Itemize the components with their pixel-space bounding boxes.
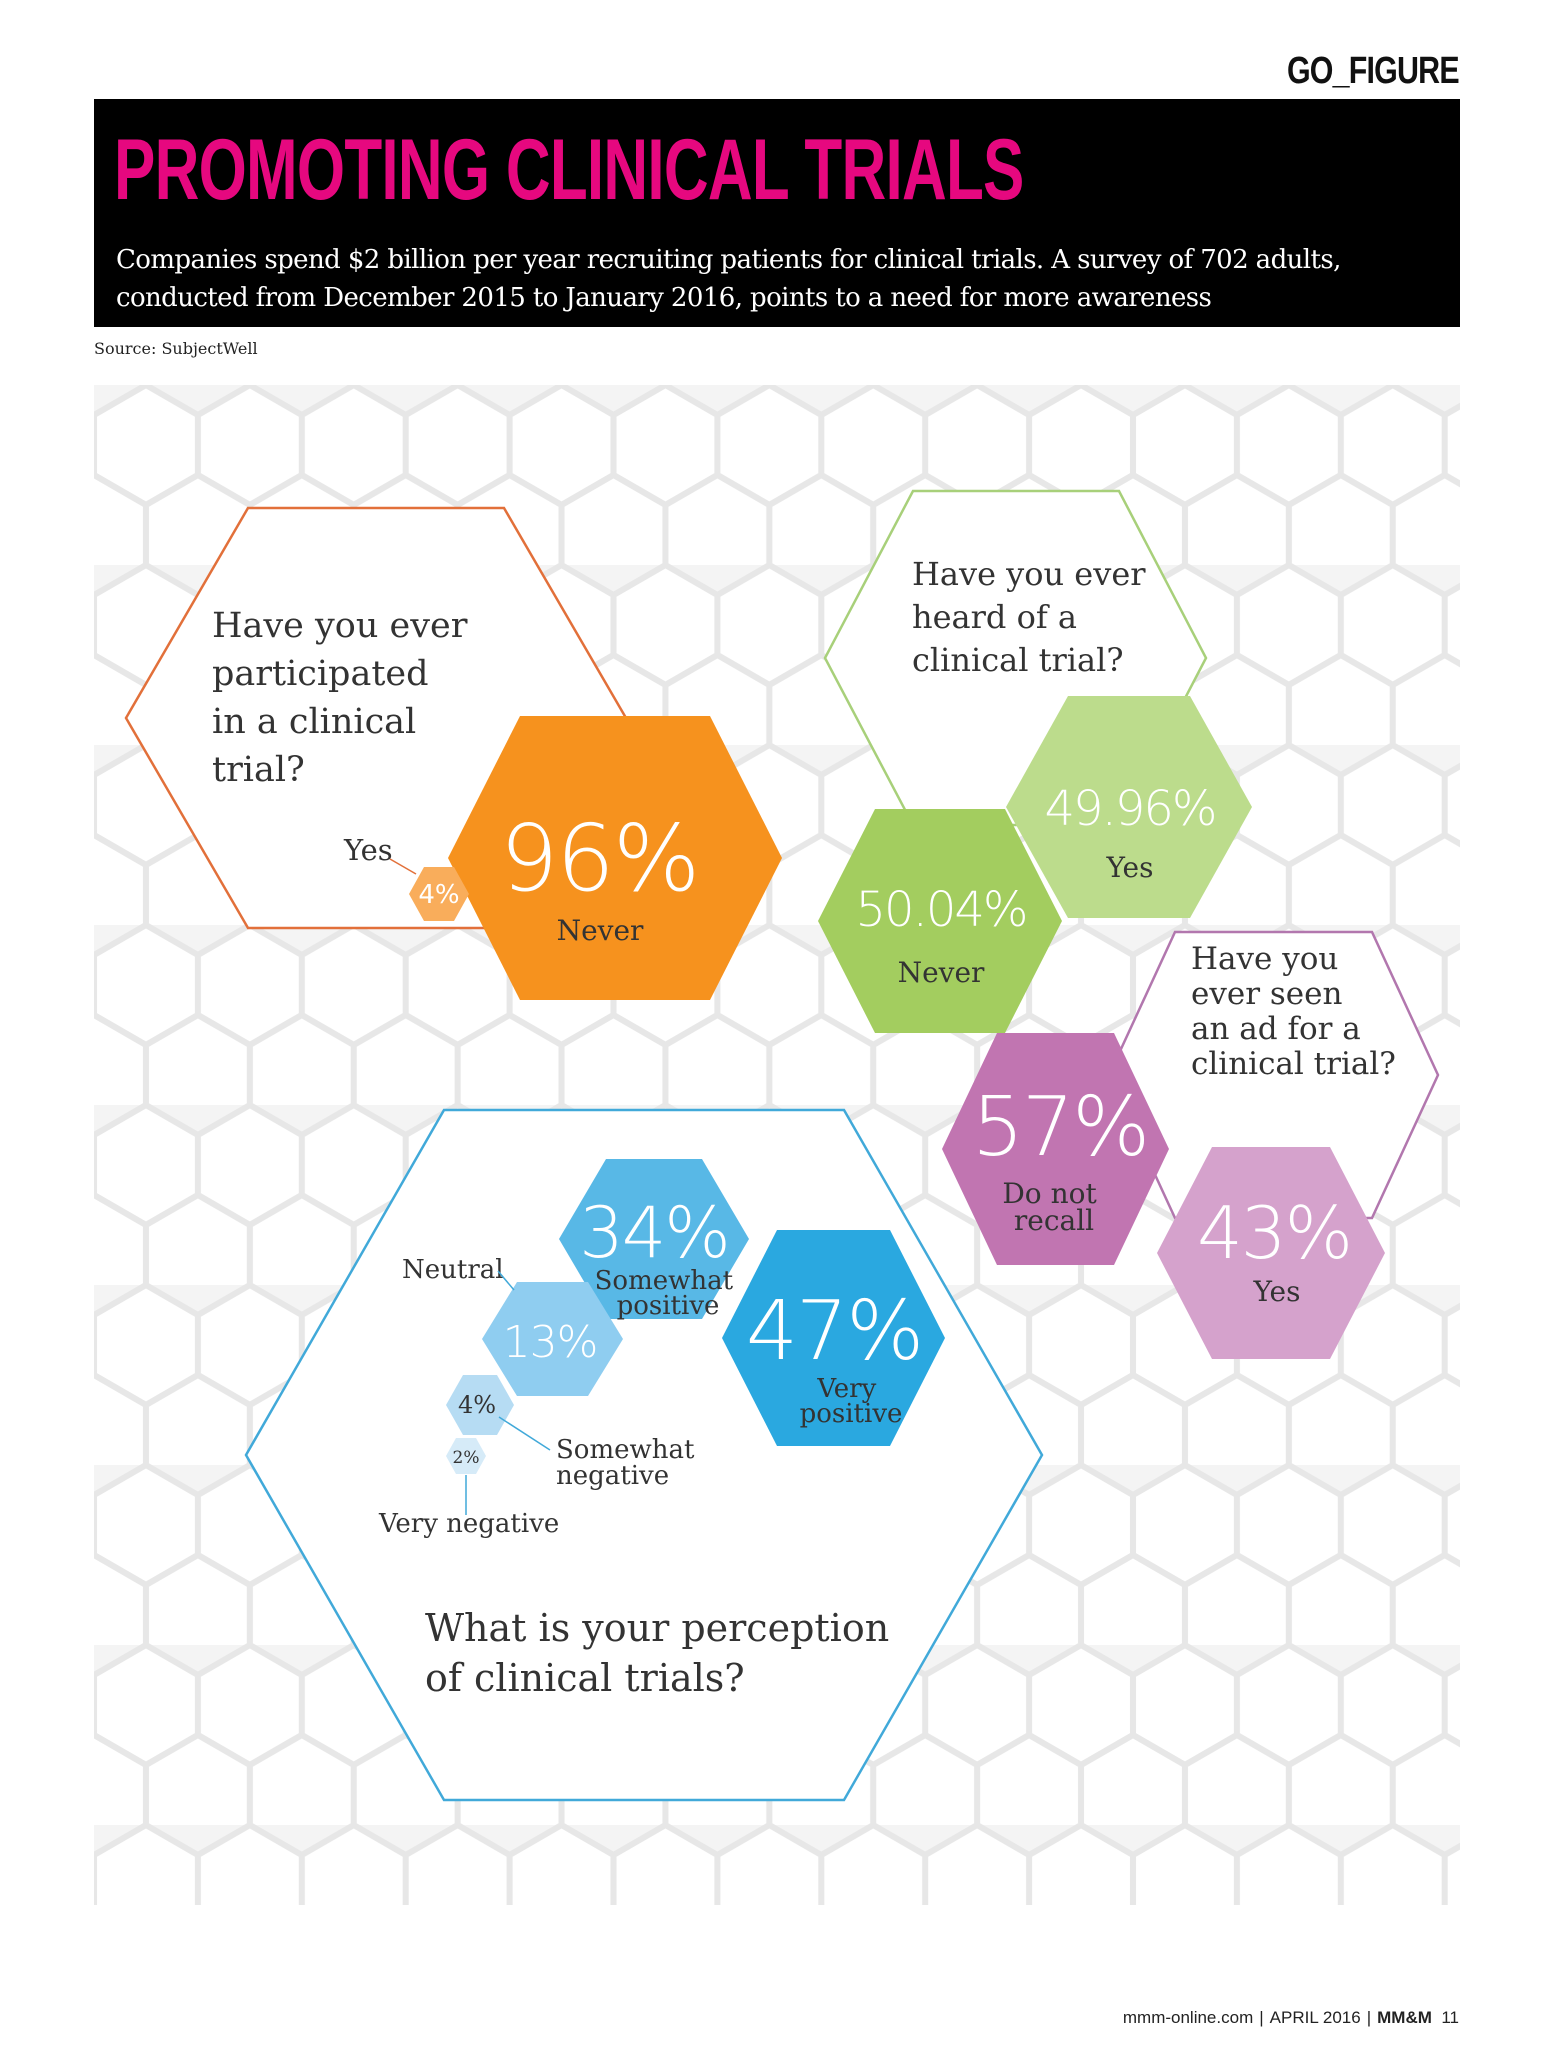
heard-never-label: Never [898, 956, 985, 989]
perception-neutral-label: Neutral [402, 1255, 504, 1285]
perception-very-positive-label-line-1: Very [816, 1374, 876, 1404]
perception-somewhat-negative-label-line-1: Somewhat [556, 1435, 695, 1465]
ad-yes-label: Yes [1253, 1275, 1301, 1308]
heard-question-line-3: clinical trial? [912, 641, 1124, 679]
footer-issue: APRIL 2016 [1269, 2008, 1361, 2027]
participated-never-label: Never [557, 914, 644, 947]
participated-never-hex [448, 716, 782, 1000]
footer-page-number: 11 [1441, 2008, 1459, 2027]
ad-recall-label-line-1: Do not [1002, 1177, 1097, 1210]
infographic-svg: Have you ever participated in a clinical… [94, 385, 1460, 1905]
perception-very-positive-value: 47% [746, 1284, 922, 1379]
ad-question-line-3: an ad for a [1191, 1011, 1361, 1047]
participated-question-line-4: trial? [212, 750, 305, 790]
participated-question: Have you ever participated in a clinical… [212, 606, 479, 790]
heard-question-line-1: Have you ever [912, 555, 1146, 593]
ad-question-line-2: ever seen [1191, 976, 1342, 1012]
perception-somewhat-negative-label-line-2: negative [556, 1461, 669, 1491]
participated-yes-leader [389, 858, 417, 875]
ad-recall-hex [942, 1033, 1169, 1265]
heard-yes-value: 49.96% [1044, 781, 1215, 837]
perception-neutral-leader [497, 1270, 515, 1291]
participated-question-line-3: in a clinical [212, 702, 416, 742]
heard-yes-hex [1006, 696, 1252, 918]
participated-never-value: 96% [500, 805, 698, 912]
perception-question-line-2: of clinical trials? [425, 1656, 745, 1700]
perception-somewhat-negative-hex [446, 1375, 514, 1435]
page-title: PROMOTING CLINICAL TRIALS [114, 122, 1024, 218]
perception-somewhat-positive-label-line-1: Somewhat [595, 1266, 734, 1296]
participated-yes-hex [409, 867, 469, 921]
participated-question-line-1: Have you ever [212, 606, 468, 646]
infographic-panel: Have you ever participated in a clinical… [94, 385, 1460, 1905]
page-footer: mmm-online.com | APRIL 2016 | MM&M 11 [1122, 2008, 1459, 2027]
perception-question: What is your perception of clinical tria… [425, 1606, 901, 1700]
ad-question-line-4: clinical trial? [1191, 1046, 1396, 1082]
perception-very-positive-hex [722, 1230, 945, 1446]
perception-very-positive-label-line-2: positive [800, 1399, 903, 1429]
perception-somewhat-positive-label: Somewhat positive [595, 1266, 742, 1321]
section-label: GO_FIGURE [1287, 50, 1460, 92]
ad-recall-label: Do not recall [1002, 1177, 1105, 1237]
ad-question: Have you ever seen an ad for a clinical … [1191, 941, 1396, 1082]
participated-yes-value: 4% [418, 880, 459, 910]
perception-neutral-value: 13% [503, 1317, 598, 1368]
footer-brand: MM&M [1377, 2008, 1432, 2027]
ad-question-line-1: Have you [1191, 941, 1338, 977]
ad-recall-value: 57% [972, 1080, 1148, 1175]
participated-yes-label: Yes [343, 833, 393, 867]
ad-recall-label-line-2: recall [1014, 1204, 1094, 1237]
perception-very-negative-hex [446, 1438, 486, 1474]
perception-very-negative-value: 2% [453, 1448, 480, 1468]
perception-somewhat-positive-value: 34% [579, 1192, 729, 1274]
perception-somewhat-negative-value: 4% [458, 1391, 496, 1419]
heard-never-hex [818, 809, 1062, 1033]
ad-yes-hex [1157, 1147, 1385, 1359]
perception-somewhat-negative-leader [498, 1416, 551, 1451]
header-banner: PROMOTING CLINICAL TRIALS Companies spen… [94, 99, 1460, 327]
perception-somewhat-negative-label: Somewhat negative [556, 1435, 703, 1491]
footer-site: mmm-online.com [1122, 2008, 1254, 2027]
perception-question-line-1: What is your perception [425, 1606, 889, 1650]
participated-question-line-2: participated [212, 654, 429, 694]
heard-never-value: 50.04% [855, 882, 1026, 938]
perception-very-negative-label: Very negative [378, 1509, 559, 1539]
heard-yes-label: Yes [1106, 851, 1154, 884]
ad-yes-value: 43% [1197, 1191, 1351, 1275]
ad-outline-hex [1107, 930, 1440, 1220]
source-note: Source: SubjectWell [94, 339, 258, 358]
page-subtitle: Companies spend $2 billion per year recr… [116, 245, 1341, 313]
heard-question-line-2: heard of a [912, 598, 1077, 636]
perception-neutral-hex [482, 1282, 623, 1396]
perception-somewhat-positive-hex [559, 1159, 749, 1319]
perception-very-positive-label: Very positive [800, 1374, 903, 1429]
heard-question: Have you ever heard of a clinical trial? [912, 555, 1156, 679]
perception-somewhat-positive-label-line-2: positive [617, 1291, 720, 1321]
